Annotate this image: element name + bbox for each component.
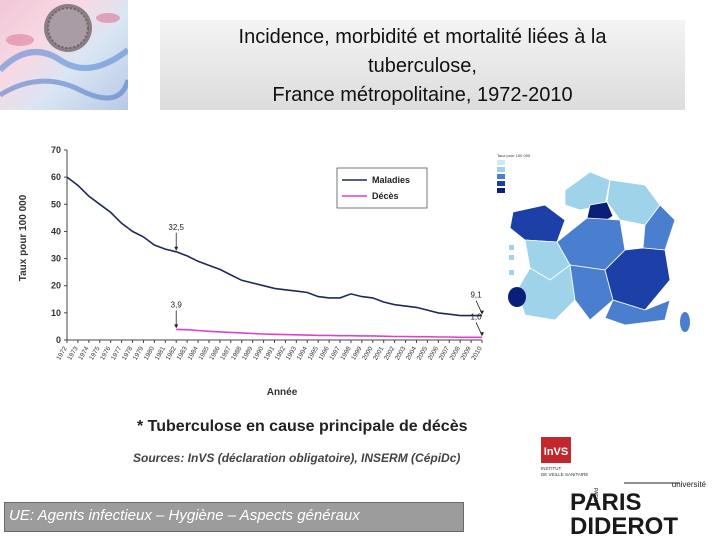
- invs-sub-1: INSTITUT: [541, 466, 561, 471]
- map-legend: Taux pour 100 000: [497, 153, 531, 193]
- region-guyane: [508, 287, 526, 307]
- x-axis-label: Année: [267, 387, 298, 398]
- x-tick-label: 2010: [470, 345, 483, 361]
- footer-course-bar: UE: Agents infectieux – Hygiène – Aspect…: [4, 502, 464, 532]
- region-mediterranean: [604, 299, 671, 326]
- annotations: 32,5 3,9 9,1 1,0: [168, 223, 484, 337]
- invs-sub-2: DE VEILLE SANITAIRE: [541, 472, 588, 477]
- university-side-label: PARIS 7: [592, 488, 598, 507]
- invs-logo-text: InVS: [544, 446, 568, 458]
- legend-entry: Maladies: [372, 175, 410, 185]
- legend-entry: Décès: [372, 191, 399, 201]
- map-legend-swatch: [497, 167, 505, 172]
- region-corsica: [680, 312, 690, 332]
- annotation-label: 9,1: [470, 291, 482, 300]
- y-axis: 0 10 20 30 40 50 60 70: [51, 145, 68, 345]
- paris-diderot-logo: université PARIS 7 PARIS DIDEROT: [568, 480, 716, 540]
- university-name-2: DIDEROT: [570, 513, 678, 538]
- annotation-arrowhead: [480, 310, 484, 315]
- tuberculosis-line-chart: 0 10 20 30 40 50 60 70 197219731974197519761977…: [18, 145, 484, 398]
- university-name-1: PARIS: [570, 489, 642, 516]
- annotation-arrowhead: [174, 246, 179, 251]
- series-line-deces: [176, 328, 482, 339]
- region-northwest: [509, 204, 566, 243]
- title-line-3: France métropolitaine, 1972-2010: [272, 84, 573, 106]
- region-south-center: [569, 264, 614, 321]
- invs-logo: InVS INSTITUT DE VEILLE SANITAIRE: [537, 437, 593, 479]
- y-tick-label: 20: [51, 281, 61, 291]
- annotation-label: 3,9: [171, 300, 183, 309]
- title-line-2: tuberculose,: [368, 55, 477, 77]
- y-tick-label: 40: [51, 226, 61, 236]
- region-overseas-2: [509, 255, 514, 260]
- chart-legend: Maladies Décès: [336, 167, 428, 209]
- y-tick-label: 10: [51, 308, 61, 318]
- slide-title: Incidence, morbidité et mortalité liées …: [160, 20, 685, 110]
- annotation-arrowhead: [480, 332, 484, 337]
- map-legend-title: Taux pour 100 000: [497, 153, 531, 158]
- map-legend-swatch: [497, 174, 505, 179]
- annotation-label: 1,0: [470, 312, 482, 321]
- footer-course-label: UE: Agents infectieux – Hygiène – Aspect…: [9, 507, 360, 524]
- region-east: [642, 204, 676, 251]
- y-tick-label: 60: [51, 172, 61, 182]
- y-tick-label: 0: [56, 335, 61, 345]
- map-legend-swatch: [497, 188, 505, 193]
- title-line-1: Incidence, morbidité et mortalité liées …: [238, 26, 607, 48]
- y-axis-label: Taux pour 100 000: [18, 194, 29, 281]
- y-tick-label: 70: [51, 145, 61, 155]
- microscopy-photo: [0, 0, 128, 110]
- series-lines: [66, 176, 482, 339]
- france-map: Taux pour 100 000: [497, 153, 690, 332]
- map-legend-swatch: [497, 181, 505, 186]
- region-overseas-3: [509, 270, 514, 275]
- series-line-maladies: [66, 176, 482, 317]
- university-label: université: [672, 480, 707, 489]
- y-tick-label: 50: [51, 199, 61, 209]
- annotation-label: 32,5: [168, 223, 184, 232]
- chart-sources: Sources: InVS (déclaration obligatoire),…: [133, 451, 461, 465]
- region-overseas-1: [509, 245, 514, 250]
- map-legend-swatch: [497, 160, 505, 165]
- annotation-arrowhead: [174, 324, 179, 329]
- legend-box: [336, 167, 428, 209]
- y-tick-label: 30: [51, 254, 61, 264]
- chart-footnote: * Tuberculose en cause principale de déc…: [137, 418, 468, 435]
- x-axis: 1972197319741975197619771978197919801981…: [55, 339, 484, 362]
